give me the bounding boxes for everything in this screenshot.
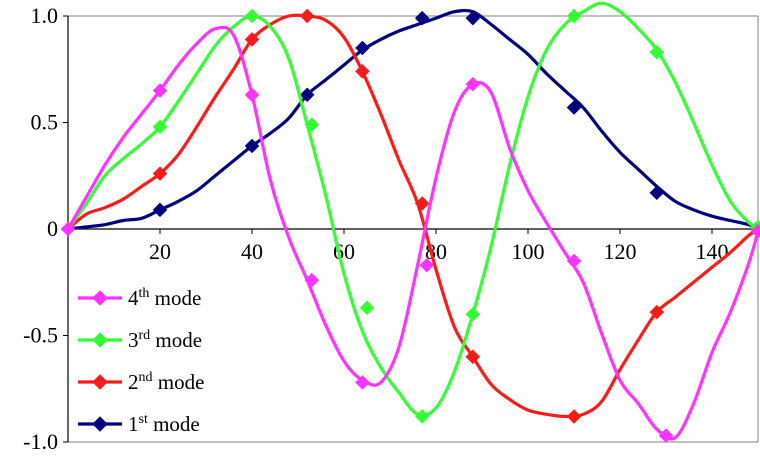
legend-entry: 1st mode	[78, 412, 200, 436]
data-point	[566, 8, 582, 24]
legend-entry: 3rd mode	[78, 328, 202, 352]
legend-swatch-marker	[92, 290, 108, 306]
data-point	[152, 119, 168, 135]
data-point	[152, 202, 168, 218]
legend-label-ordinal: rd	[139, 328, 151, 343]
x-tick-label: 40	[241, 239, 263, 264]
data-point	[649, 44, 665, 60]
data-point	[465, 76, 481, 92]
data-point	[244, 8, 260, 24]
legend-label-ordinal: nd	[139, 370, 153, 385]
data-point	[414, 10, 430, 26]
data-point	[60, 221, 76, 237]
axes: 1.00.50-0.5-1.020 40 60 80 100 120 140	[23, 3, 759, 454]
legend-label: 4th mode	[128, 286, 201, 310]
data-point	[566, 100, 582, 115]
data-point	[355, 375, 370, 390]
legend-label-text: mode	[153, 370, 205, 394]
data-point	[465, 306, 481, 322]
legend-label-number: 2	[128, 370, 139, 394]
data-point	[419, 257, 435, 273]
data-point	[649, 185, 665, 201]
data-point	[414, 196, 430, 211]
data-point	[750, 223, 760, 239]
y-tick-label: 0.5	[31, 110, 59, 135]
data-point	[465, 349, 481, 365]
data-point	[244, 32, 260, 47]
legend-entry: 2nd mode	[78, 370, 204, 394]
data-point	[566, 253, 582, 269]
data-point	[566, 409, 582, 424]
data-point	[658, 428, 674, 443]
data-point	[299, 8, 315, 24]
legend-label-text: mode	[148, 412, 200, 436]
y-tick-label: -0.5	[23, 323, 58, 348]
series-line	[67, 8, 759, 231]
y-tick-label: 1.0	[31, 3, 59, 28]
data-point	[152, 83, 168, 98]
data-point	[244, 138, 260, 154]
data-point	[299, 87, 315, 103]
data-point	[355, 64, 370, 79]
y-tick-label: 0	[47, 216, 58, 241]
legend-swatch-marker	[92, 374, 108, 390]
legend-swatch-marker	[92, 416, 108, 432]
data-point	[244, 87, 260, 103]
legend-label-number: 1	[128, 412, 139, 436]
legend-swatch-marker	[92, 332, 108, 348]
y-tick-label: -1.0	[23, 429, 58, 454]
x-tick-label: 140	[696, 239, 729, 264]
legend-entry: 4th mode	[78, 286, 201, 310]
legend-label: 3rd mode	[128, 328, 202, 352]
legend-label-number: 4	[128, 286, 139, 310]
data-point	[465, 10, 481, 26]
data-point	[152, 166, 168, 181]
series-group	[60, 1, 760, 443]
data-point	[304, 272, 320, 288]
data-point	[649, 304, 665, 320]
x-tick-label: 100	[512, 239, 545, 264]
x-tick-label: 120	[604, 239, 637, 264]
data-point	[304, 117, 320, 132]
data-point	[414, 409, 430, 424]
legend-label-ordinal: st	[139, 412, 148, 427]
legend-label-number: 3	[128, 328, 139, 352]
legend-label-ordinal: th	[139, 286, 150, 301]
legend-label-text: mode	[149, 286, 201, 310]
legend-label: 1st mode	[128, 412, 200, 436]
data-point	[355, 40, 370, 56]
series-4th-mode	[60, 25, 760, 443]
x-tick-label: 20	[149, 239, 171, 264]
legend-label-text: mode	[150, 328, 202, 352]
legend-label: 2nd mode	[128, 370, 204, 394]
series-line	[66, 25, 760, 441]
data-point	[359, 300, 375, 316]
